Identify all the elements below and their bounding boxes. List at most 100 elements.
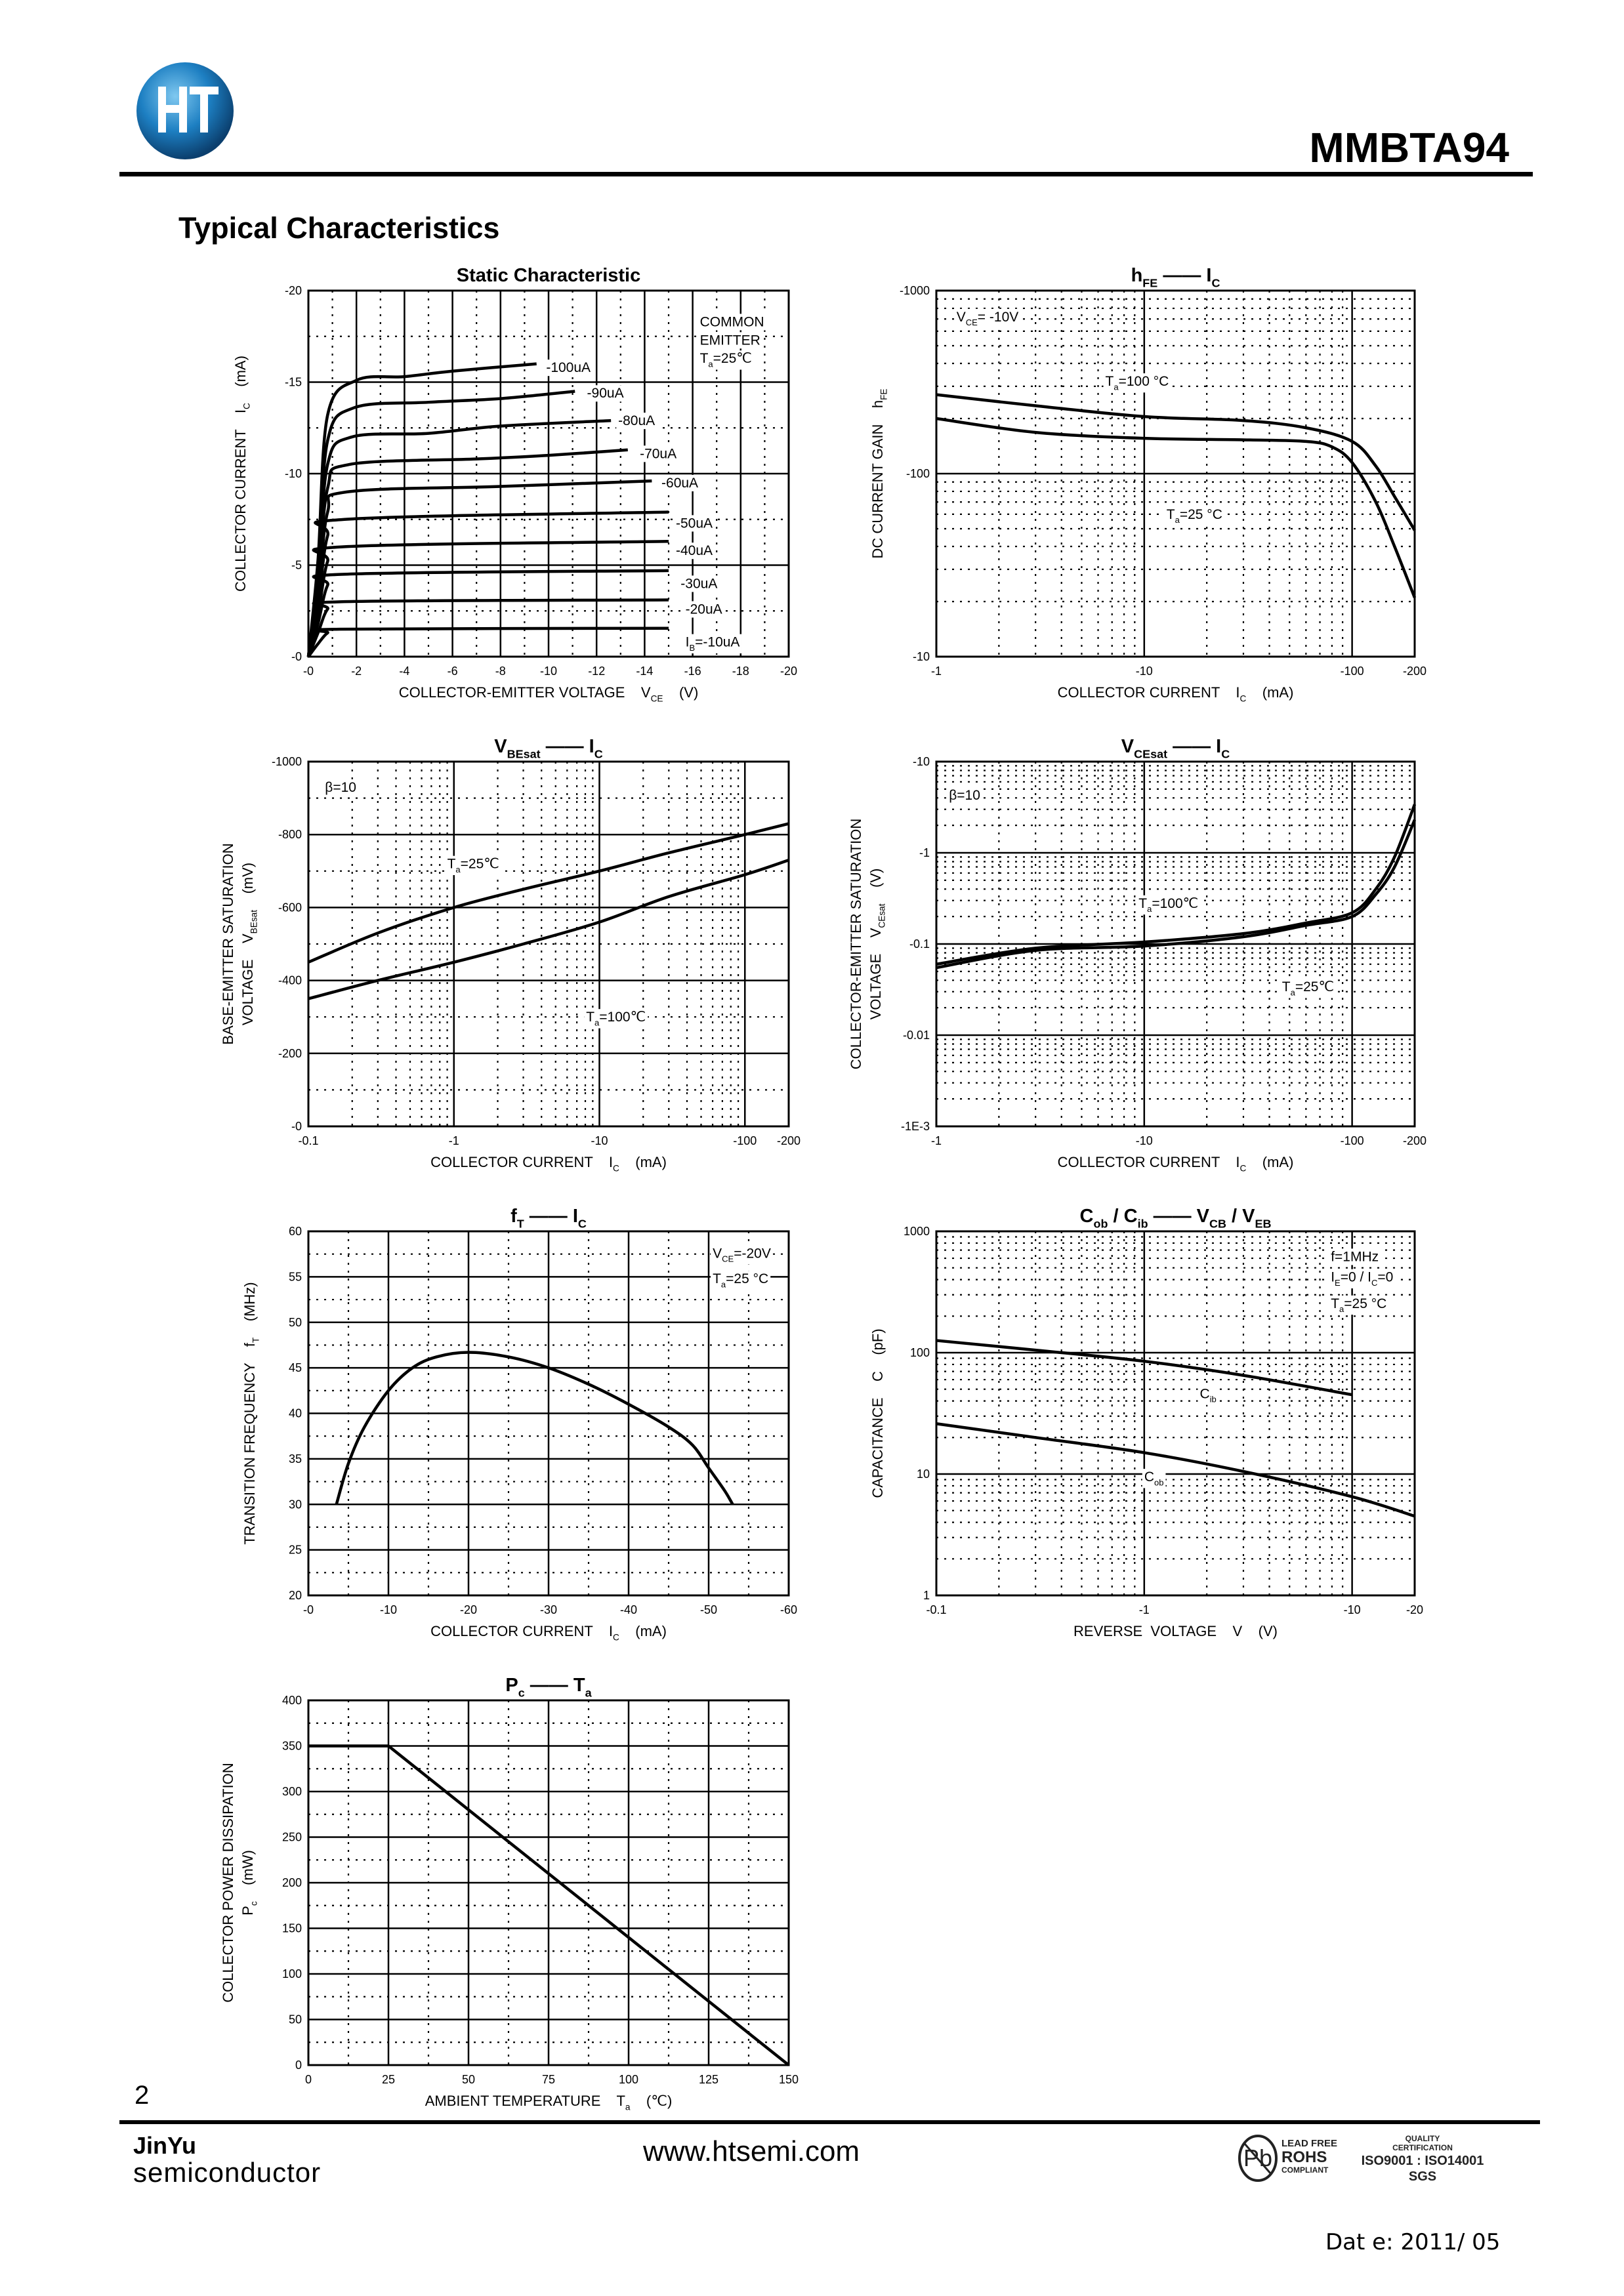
iso-text: ISO9001 : ISO14001: [1362, 2154, 1484, 2168]
annotation-bg: [711, 1271, 771, 1290]
annotation-bg: [323, 779, 358, 796]
y-tick-label: 150: [282, 1922, 302, 1935]
y-axis-label: Pc (mW): [239, 1850, 259, 1916]
y-tick-label: -800: [278, 828, 302, 841]
chart-annotation: VCE=-20V: [713, 1246, 771, 1263]
annotation-bg: [678, 575, 720, 592]
x-tick-label: 75: [542, 2073, 555, 2086]
series-line-cib: [936, 1339, 1353, 1397]
x-tick-label: -60: [780, 1603, 797, 1616]
plot-frame: [935, 760, 1416, 1128]
x-tick-label: -20: [460, 1603, 477, 1616]
y-tick-label: 45: [289, 1361, 302, 1374]
y-tick-label: -15: [285, 376, 302, 389]
x-tick-label: -12: [588, 665, 605, 678]
x-tick-label: 150: [779, 2073, 799, 2086]
chart-title: VCEsat —— IC: [1121, 736, 1230, 761]
series-line-ta-25-c: [936, 417, 1417, 598]
chart-title: fT —— IC: [510, 1206, 587, 1231]
chart-4: -1 -10 -100 -200 -1E-3 -0.01 -0.1 -1 -10 VCEsat —…: [848, 736, 1426, 1174]
y-tick-label: 20: [289, 1589, 302, 1602]
svg-text:Pb: Pb: [1243, 2144, 1272, 2171]
x-tick-label: -20: [1406, 1603, 1423, 1616]
series-line-ta-100-c: [308, 858, 789, 1000]
y-tick-label: 200: [282, 1876, 302, 1889]
chart-annotation: f=1MHz: [1331, 1249, 1379, 1264]
chart-5: -0 -10 -20 -30 -40 -50 -60 20 25 30 35 40 45 50 55 60 fT…: [241, 1206, 797, 1643]
y-tick-label: 300: [282, 1785, 302, 1798]
y-tick-label: -0.01: [903, 1029, 930, 1042]
y-tick-label: -1000: [272, 755, 302, 768]
x-tick-label: 50: [462, 2073, 475, 2086]
y-axis-label: VOLTAGE VCEsat (V): [867, 869, 887, 1020]
annotation-bg: [659, 474, 701, 491]
y-tick-label: -20: [285, 284, 302, 297]
plot-frame: [307, 1699, 790, 2066]
x-tick-label: -100: [1341, 665, 1364, 678]
x-tick-label: -0: [303, 665, 314, 678]
annotation-bg: [1142, 1469, 1166, 1488]
y-tick-label: 25: [289, 1544, 302, 1557]
y-tick-label: -0: [291, 650, 302, 663]
x-axis-label: COLLECTOR CURRENT IC (mA): [430, 1154, 667, 1174]
plot-frame: [307, 289, 790, 658]
annotation-bg: [683, 601, 724, 618]
y-tick-label: 1000: [904, 1225, 930, 1238]
y-tick-label: -1: [919, 846, 930, 859]
website-link[interactable]: www.htsemi.com: [643, 2135, 860, 2167]
y-tick-label: -10: [913, 650, 930, 663]
y-tick-label: -100: [906, 467, 930, 480]
chart-annotation: Ta=25 °C: [1167, 507, 1222, 525]
plot-frame: [307, 1230, 790, 1597]
annotation-bg: [638, 445, 679, 462]
chart-title: Static Characteristic: [457, 265, 640, 286]
chart-annotation: COMMON: [700, 314, 764, 329]
x-tick-label: -1: [931, 665, 942, 678]
y-tick-label: 55: [289, 1270, 302, 1283]
y-tick-label: -400: [278, 974, 302, 987]
y-tick-label: -600: [278, 901, 302, 914]
brand-name: JinYu: [133, 2132, 197, 2159]
x-tick-label: 0: [305, 2073, 312, 2086]
certification-badges: Pb LEAD FREE ROHS COMPLIANT QUALITY CERT…: [1238, 2134, 1484, 2184]
part-number: MMBTA94: [1309, 124, 1509, 171]
x-tick-label: -100: [1341, 1134, 1364, 1147]
rohs-text: ROHS: [1281, 2148, 1327, 2166]
annotation-bg: [711, 1245, 773, 1265]
footer-divider: [119, 2120, 1540, 2124]
x-tick-label: -20: [780, 665, 797, 678]
chart-title: Cob / Cib —— VCB / VEB: [1080, 1206, 1272, 1231]
x-tick-label: -18: [732, 665, 749, 678]
chart-annotation: β=10: [325, 780, 356, 795]
series-line-ib-100ua: [306, 362, 537, 657]
y-tick-label: 35: [289, 1452, 302, 1466]
x-tick-label: -200: [777, 1134, 801, 1147]
series-line-ft: [335, 1351, 734, 1506]
x-tick-label: -1: [931, 1134, 942, 1147]
series-line-ib-50ua: [306, 510, 669, 657]
x-tick-label: -40: [620, 1603, 637, 1616]
annotation-bg: [616, 413, 657, 430]
chart-annotation: -30uA: [680, 576, 717, 591]
annotation-bg: [673, 543, 715, 560]
y-axis-label: COLLECTOR-EMITTER SATURATION: [848, 819, 864, 1070]
y-tick-label: -0: [291, 1120, 302, 1133]
lead-free-icon: Pb: [1238, 2135, 1278, 2182]
x-tick-label: 25: [382, 2073, 395, 2086]
quality-text: QUALITY: [1405, 2134, 1440, 2143]
y-tick-label: 0: [295, 2059, 302, 2072]
annotation-bg: [544, 359, 593, 377]
x-tick-label: -6: [448, 665, 458, 678]
x-tick-label: -2: [351, 665, 362, 678]
y-axis-label: VOLTAGE VBEsat (mV): [239, 863, 259, 1025]
y-tick-label: 100: [910, 1346, 930, 1359]
annotation-bg: [1164, 506, 1224, 526]
page-number: 2: [135, 2081, 150, 2110]
chart-title: hFE —— IC: [1131, 265, 1220, 290]
y-tick-label: 100: [282, 1967, 302, 1980]
y-tick-label: -10: [913, 755, 930, 768]
y-tick-label: -200: [278, 1047, 302, 1060]
chart-annotation: -70uA: [640, 446, 677, 461]
annotation-bg: [697, 350, 754, 370]
